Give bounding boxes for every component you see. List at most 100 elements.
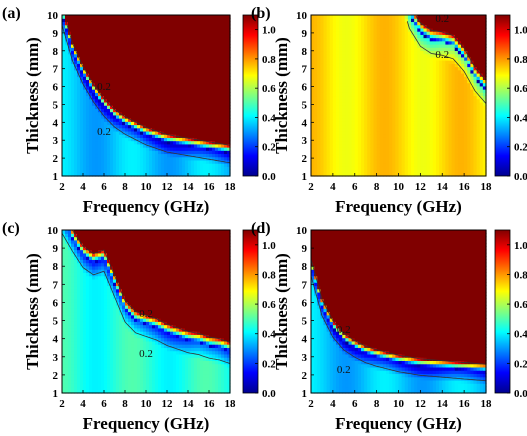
heatmap-cell (89, 169, 93, 174)
heatmap-cell (71, 21, 75, 26)
heatmap-cell (113, 50, 117, 55)
heatmap-cell (83, 63, 87, 68)
heatmap-cell (161, 37, 165, 42)
heatmap-cell (173, 89, 177, 93)
heatmap-cell (191, 82, 195, 87)
heatmap-cell (128, 118, 132, 122)
heatmap-cell (95, 66, 99, 71)
heatmap-cell (317, 147, 321, 151)
heatmap-cell (320, 63, 325, 68)
heatmap-cell (206, 169, 210, 174)
heatmap-cell (182, 153, 186, 158)
heatmap-cell (101, 121, 105, 126)
heatmap-cell (173, 150, 177, 155)
heatmap-cell (224, 66, 228, 71)
heatmap-cell (224, 147, 228, 151)
heatmap-cell (152, 172, 156, 177)
heatmap-cell (122, 31, 126, 35)
heatmap-cell (197, 24, 201, 29)
heatmap-cell (197, 147, 201, 151)
heatmap-cell (185, 111, 189, 116)
heatmap-cell (101, 92, 105, 97)
heatmap-cell (116, 37, 120, 42)
heatmap-cell (77, 82, 81, 87)
heatmap-cell (227, 18, 231, 23)
heatmap-cell (164, 172, 168, 177)
heatmap-cell (86, 101, 90, 106)
heatmap-cell (221, 40, 225, 45)
heatmap-cell (203, 27, 207, 32)
heatmap-cell (62, 111, 66, 116)
heatmap-cell (155, 105, 159, 109)
heatmap-cell (104, 60, 108, 64)
heatmap-cell (185, 82, 189, 87)
heatmap-cell (134, 50, 138, 55)
heatmap-cell (110, 108, 114, 113)
heatmap-cell (203, 53, 207, 58)
heatmap-cell (137, 127, 141, 132)
heatmap-cell (113, 163, 117, 167)
heatmap-cell (197, 63, 201, 68)
heatmap-cell (65, 34, 69, 39)
heatmap-cell (107, 79, 111, 84)
heatmap-cell (149, 50, 153, 55)
heatmap-cell (119, 137, 123, 142)
heatmap-cell (164, 24, 168, 29)
heatmap-cell (215, 89, 219, 93)
heatmap-cell (161, 15, 165, 19)
heatmap-cell (158, 169, 162, 174)
heatmap-cell (116, 85, 120, 90)
heatmap-cell (125, 118, 129, 122)
heatmap-cell (98, 50, 102, 55)
heatmap-cell (71, 15, 75, 19)
heatmap-cell (191, 130, 195, 135)
heatmap-cell (95, 163, 99, 167)
heatmap-cell (164, 143, 168, 148)
heatmap-cell (146, 121, 150, 126)
heatmap-cell (194, 24, 198, 29)
heatmap-cell (212, 153, 216, 158)
heatmap-cell (170, 63, 174, 68)
heatmap-cell (137, 47, 141, 52)
heatmap-cell (188, 15, 192, 19)
heatmap-cell (206, 134, 210, 138)
heatmap-cell (116, 79, 120, 84)
heatmap-cell (74, 105, 78, 109)
heatmap-cell (128, 79, 132, 84)
heatmap-cell (62, 79, 66, 84)
heatmap-cell (212, 101, 216, 106)
heatmap-cell (110, 143, 114, 148)
heatmap-cell (197, 105, 201, 109)
heatmap-cell (188, 69, 192, 74)
heatmap-cell (161, 101, 165, 106)
heatmap-cell (95, 166, 99, 171)
heatmap-cell (71, 53, 75, 58)
heatmap-cell (179, 140, 183, 145)
heatmap-cell (107, 150, 111, 155)
heatmap-cell (155, 156, 159, 161)
heatmap-cell (176, 40, 180, 45)
heatmap-cell (320, 56, 325, 61)
heatmap-cell (203, 69, 207, 74)
heatmap-cell (149, 98, 153, 103)
heatmap-cell (212, 15, 216, 19)
heatmap-cell (185, 89, 189, 93)
heatmap-cell (311, 63, 315, 68)
heatmap-cell (116, 172, 120, 177)
heatmap-cell (92, 43, 96, 48)
heatmap-cell (128, 153, 132, 158)
heatmap-cell (158, 60, 162, 64)
heatmap-cell (155, 127, 159, 132)
heatmap-cell (158, 31, 162, 35)
heatmap-cell (197, 134, 201, 138)
heatmap-cell (74, 79, 78, 84)
heatmap-cell (212, 163, 216, 167)
heatmap-cell (155, 66, 159, 71)
heatmap-cell (107, 47, 111, 52)
heatmap-cell (104, 56, 108, 61)
heatmap-cell (215, 150, 219, 155)
heatmap-cell (98, 66, 102, 71)
heatmap-cell (86, 79, 90, 84)
heatmap-cell (200, 60, 204, 64)
